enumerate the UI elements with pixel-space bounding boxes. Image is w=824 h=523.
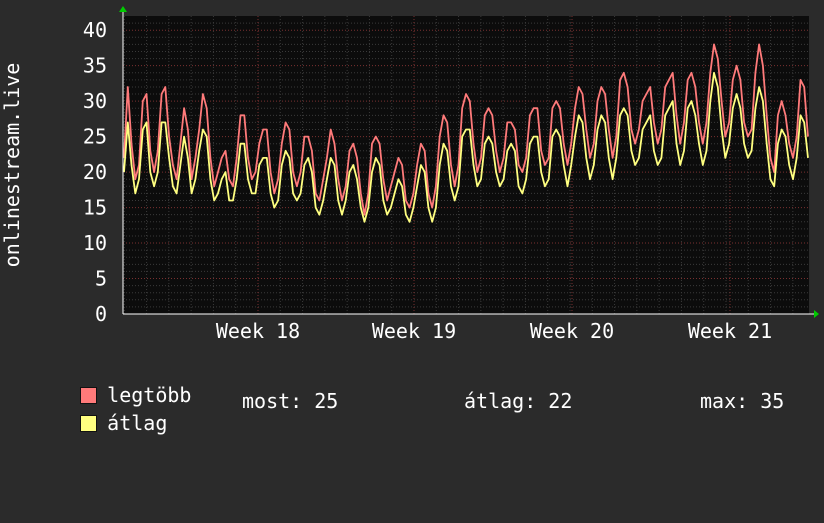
rrd-graph: 0 5 10 15 20 25 30 35 40 Week 18 Week 19 Week 20 We… — [0, 6, 822, 434]
axes — [119, 6, 819, 318]
stat-average: átlag: 22 — [464, 389, 573, 413]
y-axis-label: onlinestream.live — [0, 63, 24, 268]
x-tick-label: Week 21 — [688, 319, 772, 343]
legend-row-avg: átlag most: 25 átlag: 22 max: 35 — [32, 389, 822, 434]
x-tick-label: Week 19 — [372, 319, 456, 343]
y-tick-labels: 0 5 10 15 20 25 30 35 40 — [83, 18, 107, 326]
legend-swatch-avg — [80, 415, 98, 432]
x-axis-arrow-icon — [814, 310, 819, 318]
y-tick-label: 20 — [83, 160, 107, 184]
legend-label-avg: átlag — [107, 411, 168, 435]
x-tick-labels: Week 18 Week 19 Week 20 Week 21 — [216, 319, 772, 343]
legend-label-max: legtöbb — [107, 383, 192, 407]
series-line-max — [123, 43, 809, 216]
stat-maximum: max: 35 — [700, 389, 785, 413]
y-tick-label: 35 — [83, 54, 107, 78]
stat-now: most: 25 — [242, 389, 339, 413]
legend-swatch-max — [80, 387, 98, 404]
y-tick-label: 30 — [83, 89, 107, 113]
series-layer — [123, 43, 809, 223]
y-tick-label: 0 — [95, 302, 107, 326]
y-tick-label: 10 — [83, 231, 107, 255]
legend-row-max: legtöbb — [32, 362, 191, 406]
x-tick-label: Week 20 — [530, 319, 614, 343]
y-tick-label: 25 — [83, 125, 107, 149]
y-tick-label: 5 — [95, 267, 107, 291]
x-tick-label: Week 18 — [216, 319, 300, 343]
y-tick-label: 15 — [83, 196, 107, 220]
y-axis-arrow-icon — [119, 6, 127, 12]
y-tick-label: 40 — [83, 18, 107, 42]
series-line-average — [123, 71, 809, 223]
